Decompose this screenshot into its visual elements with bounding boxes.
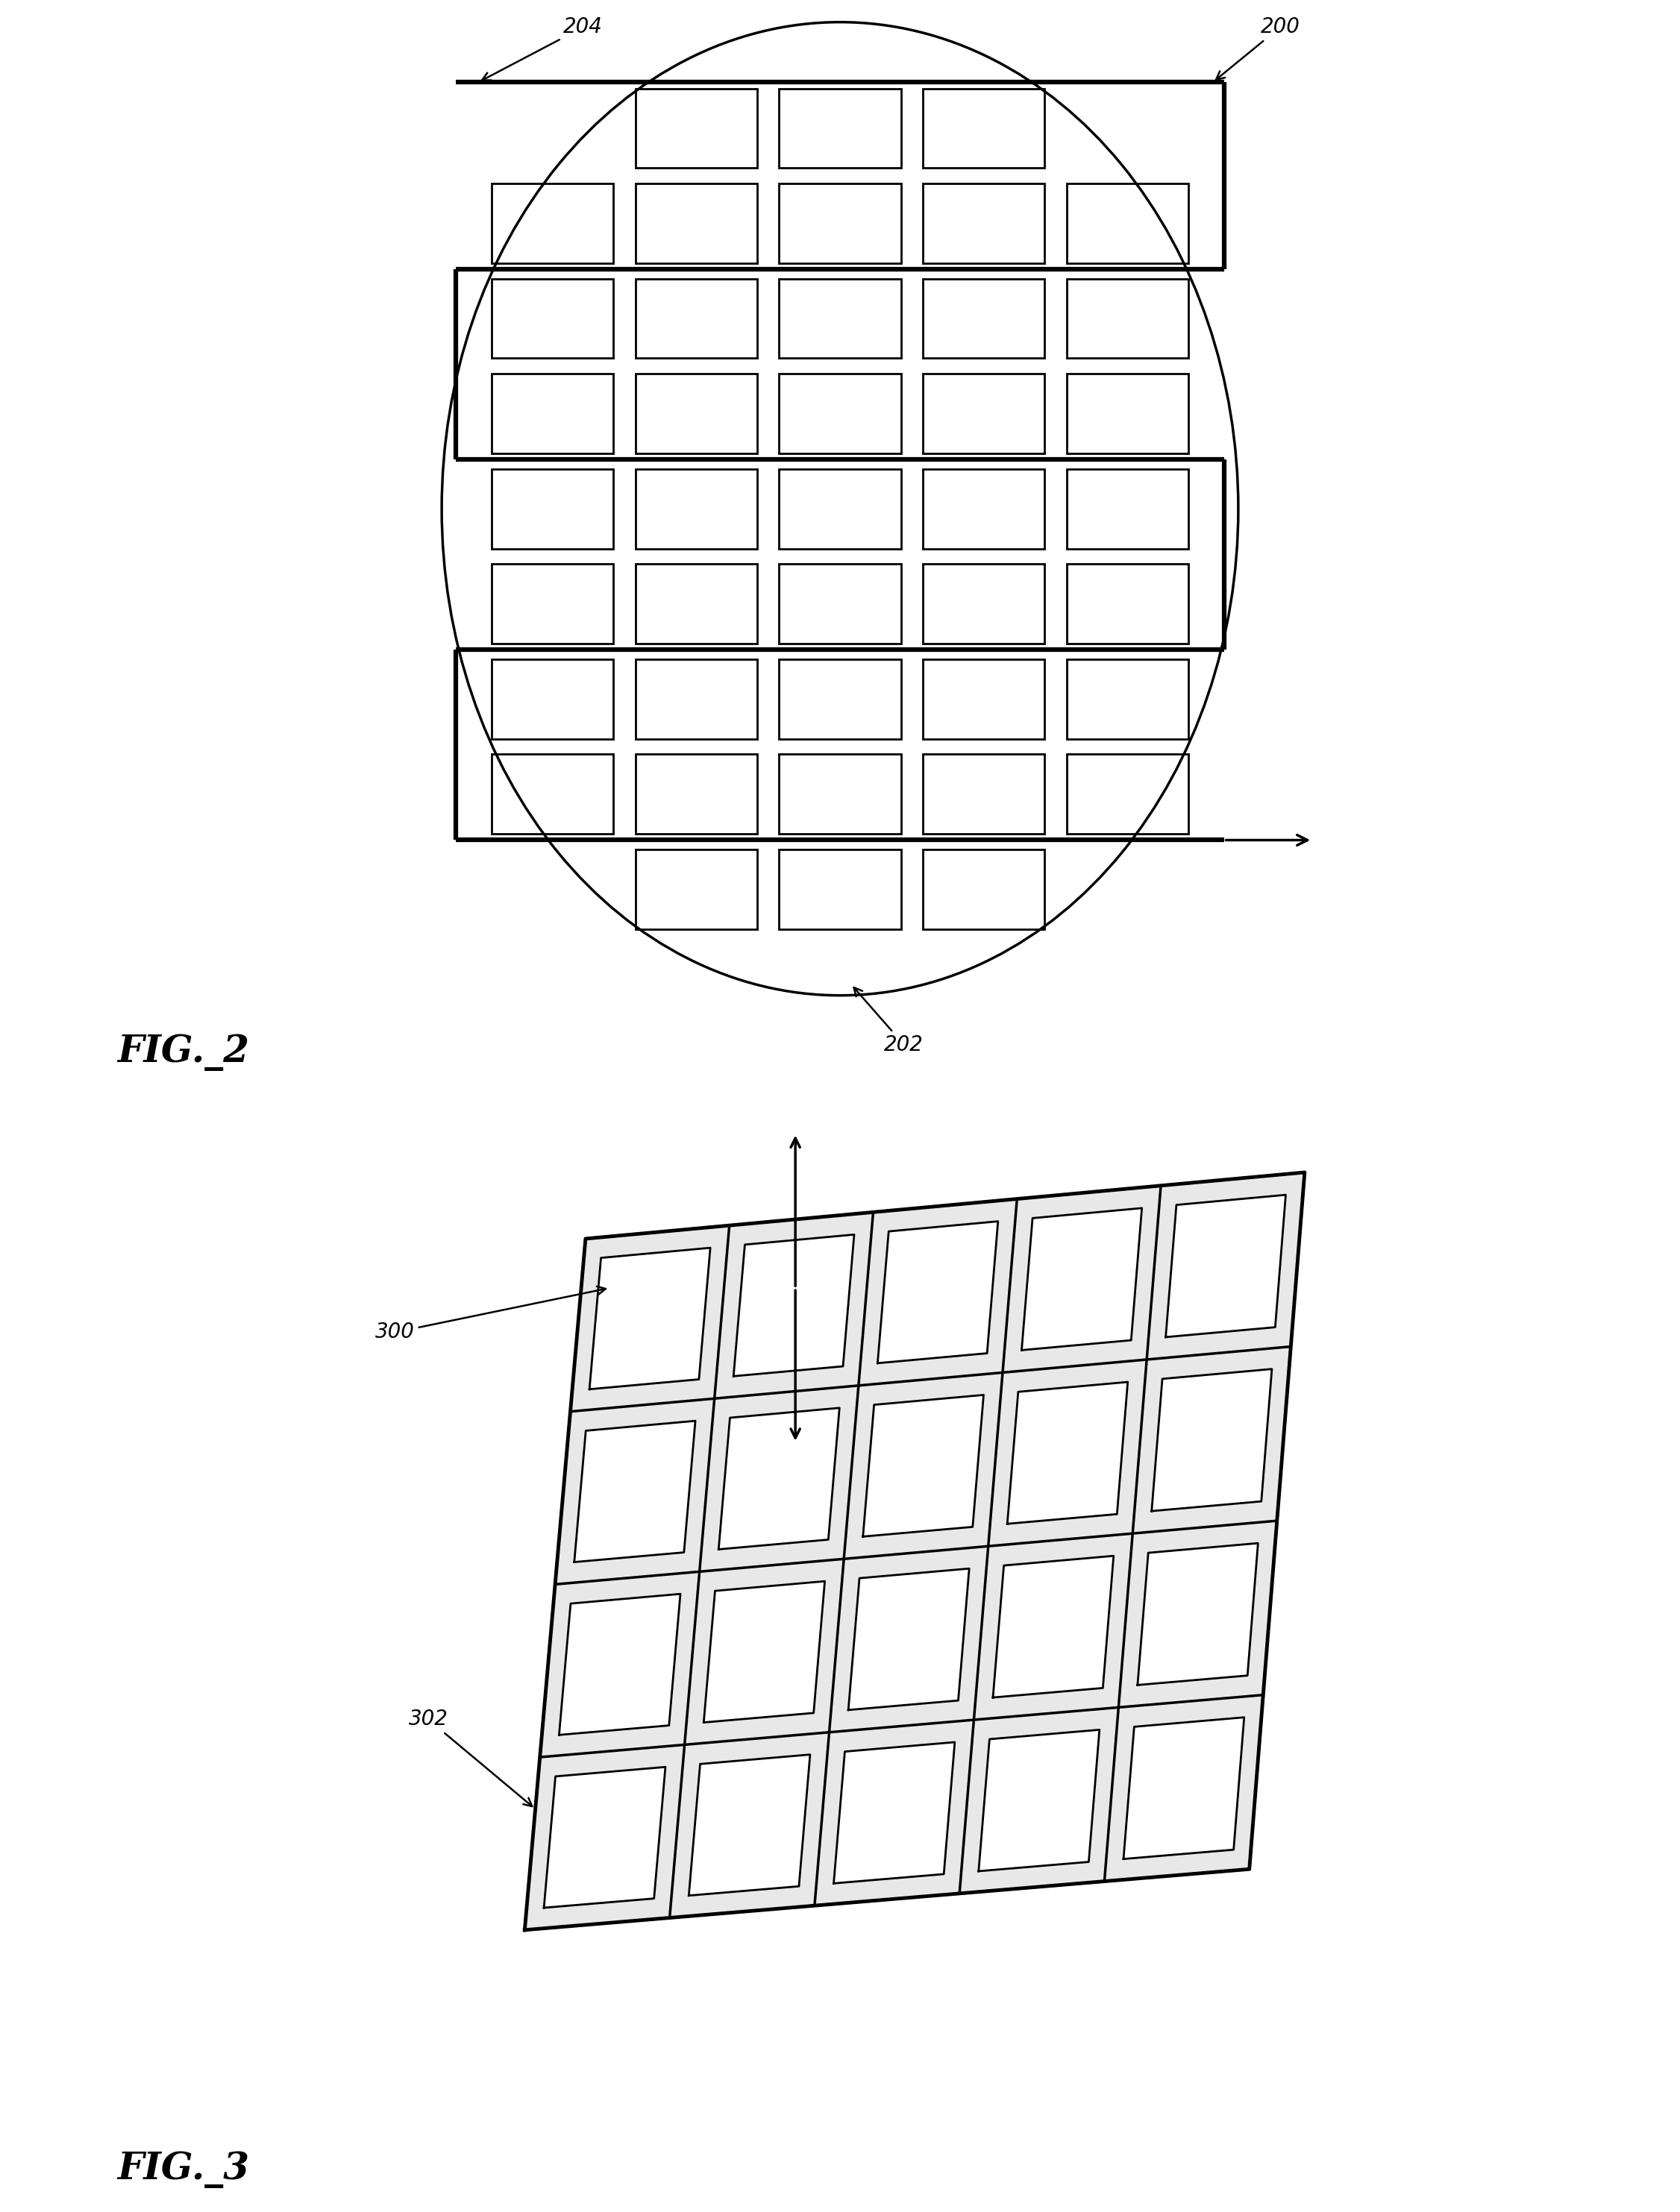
Polygon shape bbox=[1137, 1544, 1258, 1686]
Bar bbox=[922, 659, 1045, 739]
Polygon shape bbox=[575, 1420, 696, 1562]
Bar bbox=[635, 184, 758, 263]
Polygon shape bbox=[1151, 1369, 1272, 1511]
Text: 300: 300 bbox=[375, 1287, 606, 1343]
Bar bbox=[635, 88, 758, 168]
Bar bbox=[492, 754, 613, 834]
Text: 200: 200 bbox=[1216, 18, 1300, 80]
Bar bbox=[780, 564, 900, 644]
Polygon shape bbox=[993, 1555, 1114, 1697]
Polygon shape bbox=[734, 1234, 853, 1376]
Bar bbox=[922, 374, 1045, 453]
Bar bbox=[780, 849, 900, 929]
Bar bbox=[635, 659, 758, 739]
Bar bbox=[780, 469, 900, 549]
Bar bbox=[922, 279, 1045, 358]
Bar bbox=[780, 754, 900, 834]
Bar bbox=[922, 88, 1045, 168]
Polygon shape bbox=[524, 1172, 1305, 1929]
Bar bbox=[1067, 564, 1188, 644]
Polygon shape bbox=[544, 1767, 665, 1907]
Bar bbox=[780, 184, 900, 263]
Bar bbox=[492, 659, 613, 739]
Bar bbox=[922, 184, 1045, 263]
Polygon shape bbox=[877, 1221, 998, 1363]
Bar bbox=[780, 88, 900, 168]
Bar bbox=[1067, 469, 1188, 549]
Polygon shape bbox=[1166, 1194, 1285, 1336]
Polygon shape bbox=[1008, 1382, 1127, 1524]
Bar bbox=[492, 279, 613, 358]
Polygon shape bbox=[719, 1407, 840, 1548]
Polygon shape bbox=[848, 1568, 969, 1710]
Bar bbox=[922, 564, 1045, 644]
Bar bbox=[1067, 184, 1188, 263]
Bar bbox=[922, 849, 1045, 929]
Bar bbox=[780, 659, 900, 739]
Polygon shape bbox=[833, 1743, 954, 1882]
Bar bbox=[492, 184, 613, 263]
Text: 202: 202 bbox=[853, 987, 924, 1055]
Polygon shape bbox=[590, 1248, 711, 1389]
Polygon shape bbox=[704, 1582, 825, 1723]
Text: FIG._2: FIG._2 bbox=[118, 1033, 250, 1071]
Bar bbox=[635, 469, 758, 549]
Polygon shape bbox=[1021, 1208, 1142, 1349]
Polygon shape bbox=[864, 1396, 983, 1537]
Text: FIG._3: FIG._3 bbox=[118, 2150, 250, 2188]
Bar bbox=[922, 469, 1045, 549]
Bar bbox=[1067, 754, 1188, 834]
Bar bbox=[780, 279, 900, 358]
Bar bbox=[635, 564, 758, 644]
Bar bbox=[635, 849, 758, 929]
Bar bbox=[635, 754, 758, 834]
Bar bbox=[492, 564, 613, 644]
Bar bbox=[1067, 374, 1188, 453]
Text: 204: 204 bbox=[482, 18, 603, 80]
Bar bbox=[780, 374, 900, 453]
Polygon shape bbox=[978, 1730, 1099, 1871]
Bar bbox=[922, 754, 1045, 834]
Polygon shape bbox=[1124, 1717, 1245, 1858]
Bar bbox=[492, 469, 613, 549]
Polygon shape bbox=[689, 1754, 810, 1896]
Bar bbox=[1067, 659, 1188, 739]
Text: 302: 302 bbox=[408, 1710, 533, 1807]
Bar bbox=[635, 374, 758, 453]
Bar bbox=[492, 374, 613, 453]
Bar bbox=[635, 279, 758, 358]
Bar bbox=[1067, 279, 1188, 358]
Polygon shape bbox=[559, 1595, 680, 1734]
